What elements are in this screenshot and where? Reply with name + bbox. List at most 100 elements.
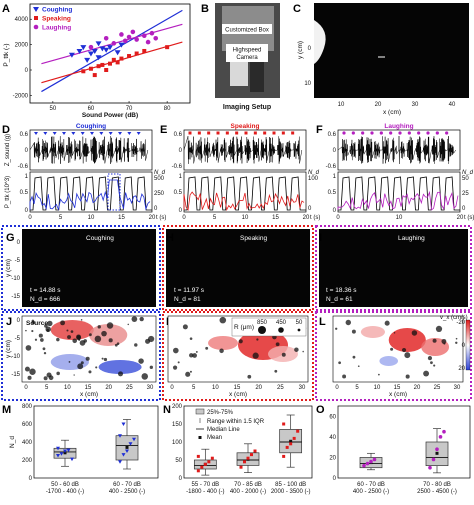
panel-c-xtick: 20 <box>375 102 382 108</box>
panel-m-ytick: 400 <box>22 440 33 446</box>
panel-a-point-laughing <box>134 37 139 42</box>
panel-k-droplet <box>302 350 304 353</box>
panel-o-ytick: 0 <box>333 476 337 482</box>
panel-n-category-sublabel: 400 - 2000 (-) <box>230 489 266 495</box>
panel-j-droplet <box>25 345 32 351</box>
panel-k-velocity-region <box>208 336 238 350</box>
panel-h-frame: H Speaking t = 11.97 s N_d = 81 <box>162 225 314 311</box>
panel-e-event-marker <box>188 131 192 135</box>
panel-n-data-point <box>246 456 250 460</box>
panel-d-plabel: P_ttk (10^3) <box>5 176 11 208</box>
panel-f-event-marker <box>389 131 393 135</box>
panel-l-droplet <box>357 365 360 368</box>
panel-f-event-marker <box>435 131 439 135</box>
panel-n-ytick: 0 <box>179 476 183 482</box>
panel-e-ztick: -0.6 <box>172 164 183 170</box>
panel-c-ytick: 0 <box>308 46 312 52</box>
panel-a-point-speaking <box>100 62 105 67</box>
panel-c-xlabel: x (cm) <box>383 109 401 116</box>
panel-f-ztick: 0.6 <box>328 132 337 138</box>
panel-o-category-label: 70 - 80 dB <box>423 482 451 488</box>
panel-f-power-trace <box>338 176 460 211</box>
label-camera-bg <box>226 44 268 62</box>
panel-i-time: t = 18.36 s <box>326 287 357 294</box>
panel-l-xtick: 5 <box>355 385 359 391</box>
panel-l-dashed-border <box>315 311 472 401</box>
panel-n-data-point <box>203 462 207 466</box>
panel-m-data-point <box>63 449 67 453</box>
panel-j-ytick: -5 <box>15 336 21 342</box>
panel-h-image <box>166 229 310 307</box>
panel-d-ptick: 1 <box>25 174 29 180</box>
panel-k-droplet <box>247 374 252 379</box>
panel-e-ptick: 1 <box>179 174 183 180</box>
panel-o-data-point <box>438 435 443 439</box>
panel-c-xtick: 30 <box>412 102 419 108</box>
panel-e-xlabel: t (s) <box>310 215 320 221</box>
panel-n-category-label: 55 - 70 dB <box>191 482 219 488</box>
panel-k-droplet <box>275 342 280 347</box>
panel-d-sound-trace <box>29 136 149 164</box>
panel-k-droplet <box>192 353 197 358</box>
panel-l-droplet <box>405 374 410 379</box>
panel-j-droplet <box>101 330 107 337</box>
panel-l-xtick: 0 <box>335 385 339 391</box>
panel-g-image <box>22 229 156 307</box>
panel-d-ntick: 500 <box>154 176 165 182</box>
panel-l-droplet <box>432 338 437 343</box>
panel-l-droplet <box>335 327 338 330</box>
panel-d-event-marker <box>136 132 141 135</box>
panel-m-category-sublabel: -1700 - 400 (-) <box>46 489 84 495</box>
panel-d-ntick: 250 <box>154 191 165 197</box>
panel-a-plot-area <box>29 3 191 104</box>
panel-e-xtick: 15 <box>272 215 279 221</box>
panel-j-droplet <box>27 375 32 380</box>
panel-o-data-point <box>428 465 432 470</box>
panel-l-droplet <box>384 320 390 326</box>
panel-m-data-point <box>132 437 136 442</box>
panel-j-ylabel: y (cm) <box>5 340 12 358</box>
panel-h-dashed-border <box>162 225 314 311</box>
panel-g-yaxis: 0 -5 -10 -15 y (cm) <box>5 240 21 300</box>
panel-c-source-plume <box>314 20 326 64</box>
panel-label-h: H <box>166 232 174 244</box>
panel-e-event-marker <box>281 131 285 135</box>
panel-o-plot-area <box>337 405 471 479</box>
panel-a-point-speaking <box>119 56 124 61</box>
panel-e-event-marker <box>225 131 229 135</box>
panel-a-ytick-label: 2000 <box>15 43 29 49</box>
panel-n-ytick: 50 <box>175 458 182 464</box>
panel-d-zlabel: Z_sound (g) <box>5 134 11 166</box>
panel-a-point-speaking <box>104 68 109 72</box>
panel-l-droplet <box>393 332 396 334</box>
panel-n-data-point <box>282 422 286 426</box>
panel-k-droplet <box>177 361 180 364</box>
panel-f-event-marker <box>351 131 355 135</box>
label-camera: Camera <box>236 55 258 61</box>
panel-e-sound-trace <box>183 136 303 164</box>
panel-l-colorbar <box>465 319 471 371</box>
panel-n-mean-marker <box>289 439 293 443</box>
panel-label-a: A <box>2 3 10 15</box>
panel-j-droplet <box>31 329 34 333</box>
panel-j-droplet <box>48 375 54 381</box>
panel-d-event-marker <box>52 132 57 135</box>
panel-n-category-sublabel: 2000 - 3500 (-) <box>271 489 311 495</box>
panel-j-xtick: 10 <box>64 385 71 391</box>
panel-m-data-point <box>56 454 60 458</box>
panel-d-ztick: 0 <box>25 148 29 154</box>
panel-a-point-coughing <box>114 50 121 56</box>
panel-k-dashed-border <box>162 311 314 401</box>
panel-e-xtick: 0 <box>182 215 186 221</box>
panel-l-xtick: 15 <box>394 385 401 391</box>
panel-k-droplet <box>172 365 178 370</box>
panel-k-radius-legend-value: 50 <box>296 320 303 326</box>
panel-c-xtick: 40 <box>449 102 456 108</box>
panel-n-data-point <box>285 445 289 449</box>
panel-a-xtick-label: 80 <box>164 106 171 112</box>
panel-a-point-coughing <box>118 42 125 48</box>
panel-f-sound-trace <box>337 136 457 164</box>
panel-d-xtick: 0 <box>28 215 32 221</box>
